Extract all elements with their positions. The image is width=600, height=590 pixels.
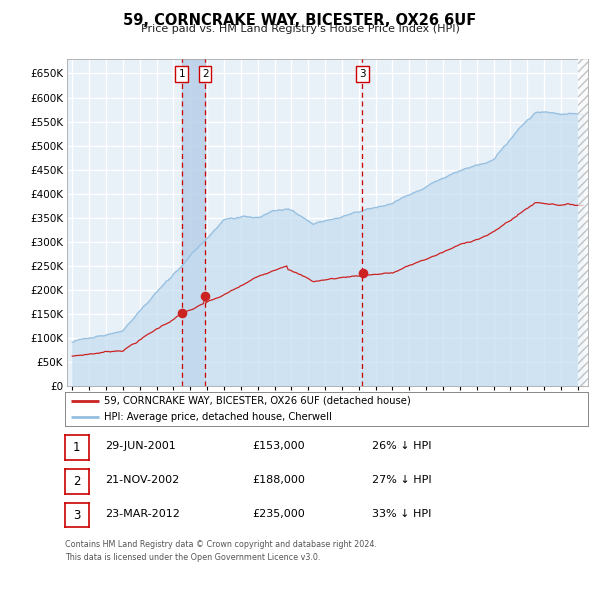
Text: 2: 2 <box>73 475 80 488</box>
Text: 1: 1 <box>178 69 185 78</box>
Text: HPI: Average price, detached house, Cherwell: HPI: Average price, detached house, Cher… <box>104 412 332 422</box>
Bar <box>182 59 205 386</box>
Text: 29-JUN-2001: 29-JUN-2001 <box>105 441 176 451</box>
Text: 3: 3 <box>359 69 366 78</box>
Text: Price paid vs. HM Land Registry's House Price Index (HPI): Price paid vs. HM Land Registry's House … <box>140 24 460 34</box>
Text: 23-MAR-2012: 23-MAR-2012 <box>105 509 180 519</box>
Text: 27% ↓ HPI: 27% ↓ HPI <box>372 475 431 485</box>
Text: 33% ↓ HPI: 33% ↓ HPI <box>372 509 431 519</box>
Bar <box>578 59 588 386</box>
Text: Contains HM Land Registry data © Crown copyright and database right 2024.
This d: Contains HM Land Registry data © Crown c… <box>65 540 377 562</box>
Text: 1: 1 <box>73 441 80 454</box>
Text: 21-NOV-2002: 21-NOV-2002 <box>105 475 179 485</box>
Text: £235,000: £235,000 <box>252 509 305 519</box>
Text: 59, CORNCRAKE WAY, BICESTER, OX26 6UF (detached house): 59, CORNCRAKE WAY, BICESTER, OX26 6UF (d… <box>104 396 411 406</box>
Point <box>358 268 368 278</box>
Text: £188,000: £188,000 <box>252 475 305 485</box>
Text: 2: 2 <box>202 69 209 78</box>
Text: 3: 3 <box>73 509 80 522</box>
Text: 59, CORNCRAKE WAY, BICESTER, OX26 6UF: 59, CORNCRAKE WAY, BICESTER, OX26 6UF <box>124 13 476 28</box>
Text: 26% ↓ HPI: 26% ↓ HPI <box>372 441 431 451</box>
Text: £153,000: £153,000 <box>252 441 305 451</box>
Point <box>178 308 187 317</box>
Point <box>200 291 209 301</box>
Bar <box>578 59 588 386</box>
